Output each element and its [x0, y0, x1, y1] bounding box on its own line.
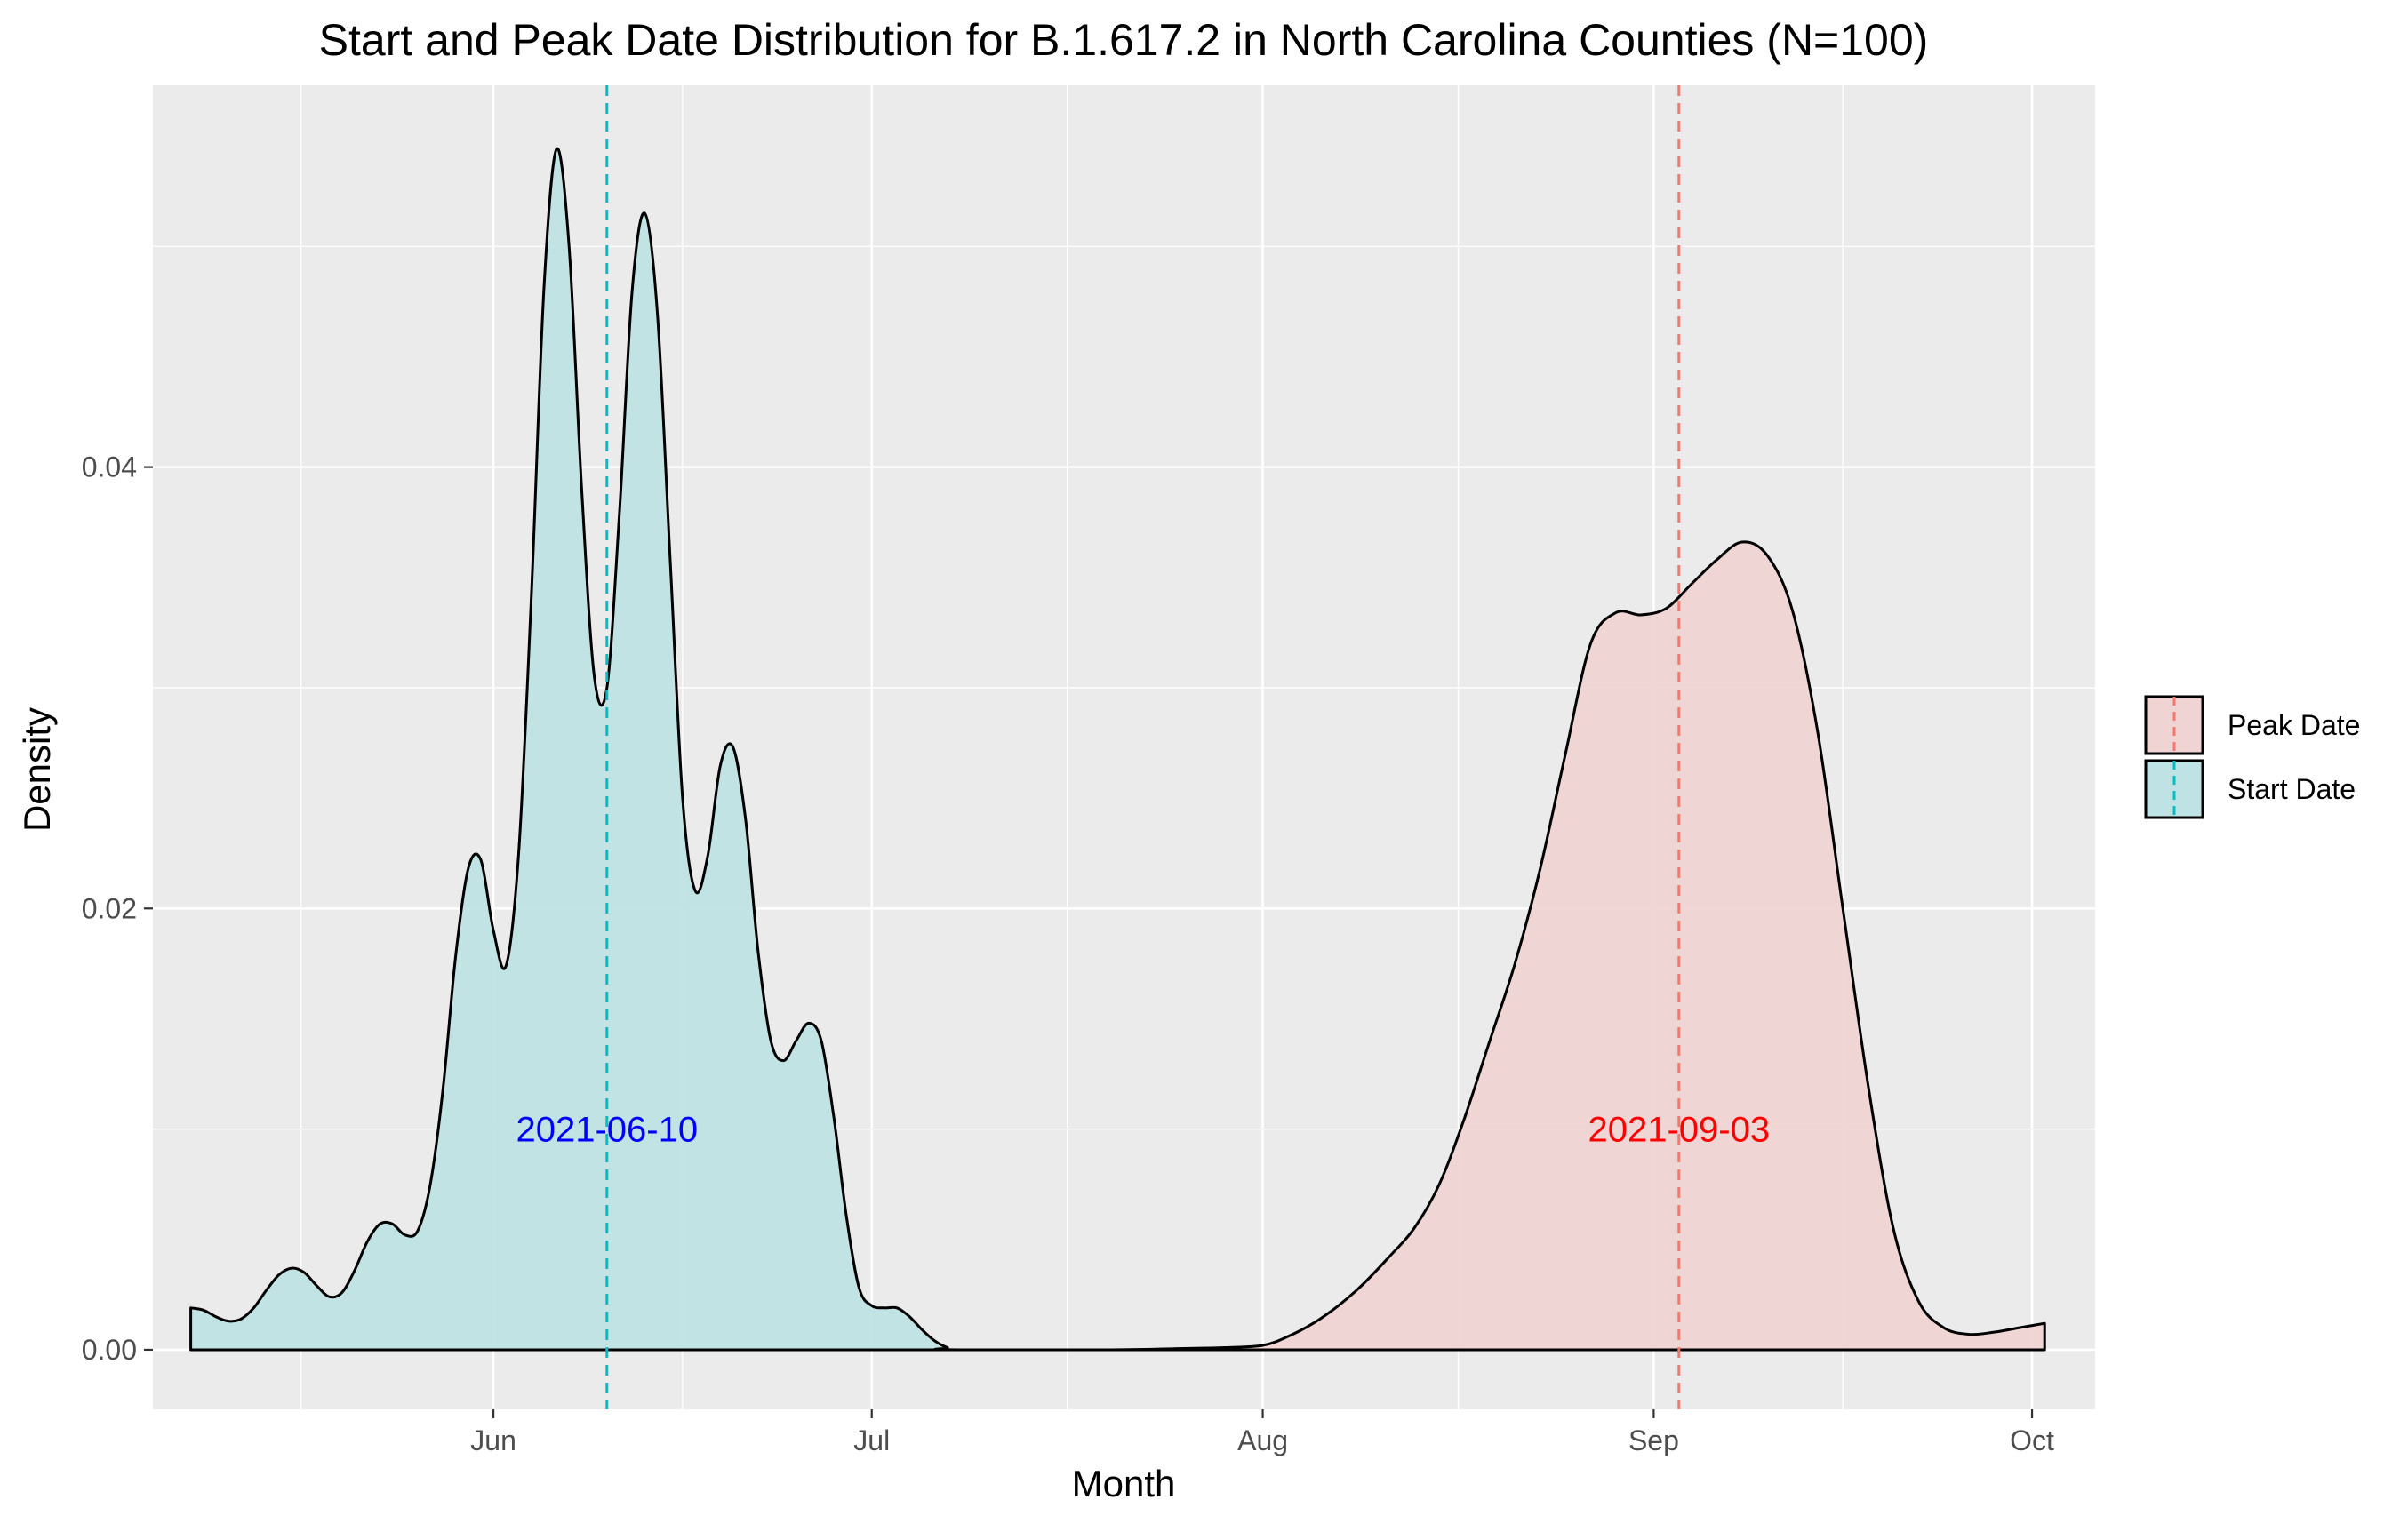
y-tick-label: 0.00: [82, 1334, 137, 1366]
axes: Jun Jul Aug Sep Oct 0.00 0.02 0.04: [82, 451, 2054, 1456]
chart-title: Start and Peak Date Distribution for B.1…: [319, 15, 1929, 65]
plot-panel: 2021-06-10 2021-09-03: [153, 85, 2095, 1409]
x-tick-label: Oct: [2010, 1424, 2054, 1456]
y-axis-title: Density: [16, 707, 58, 832]
x-tick-label: Aug: [1237, 1424, 1288, 1456]
y-tick-label: 0.02: [82, 892, 137, 924]
legend-label: Peak Date: [2228, 709, 2360, 741]
x-tick-label: Sep: [1628, 1424, 1679, 1456]
density-area-1: [933, 540, 2046, 1352]
density-area-0: [189, 147, 1252, 1352]
y-tick-label: 0.04: [82, 451, 137, 483]
x-tick-label: Jun: [470, 1424, 516, 1456]
median-label-1: 2021-09-03: [1588, 1111, 1770, 1150]
x-axis-title: Month: [1072, 1463, 1176, 1504]
legend-label: Start Date: [2228, 773, 2356, 805]
x-tick-label: Jul: [853, 1424, 890, 1456]
legend: Peak Date Start Date: [2144, 695, 2360, 819]
median-label-0: 2021-06-10: [516, 1111, 698, 1150]
